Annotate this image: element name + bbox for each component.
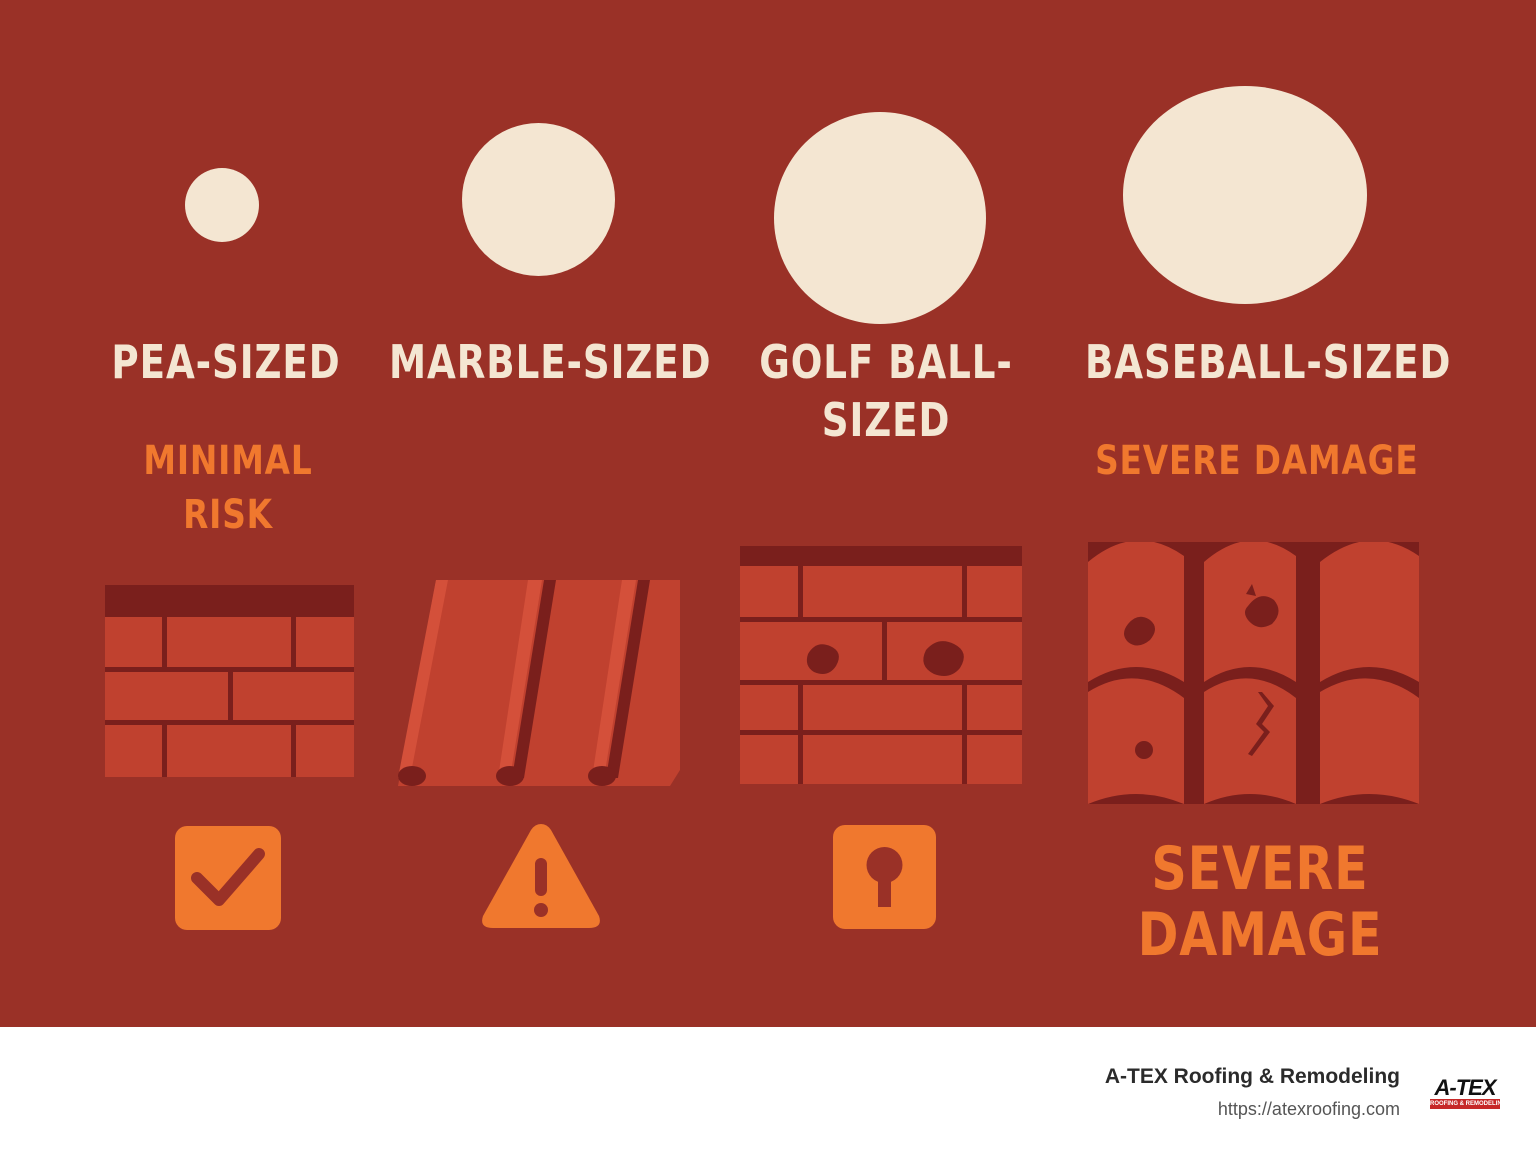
pea-hail-ball (185, 168, 259, 242)
severe-damage-bottom-label: SEVERE DAMAGE (1137, 834, 1383, 970)
logo-sub-text: ROOFING & REMODELING (1430, 1099, 1500, 1109)
marble-hail-ball (462, 123, 615, 276)
baseball-hail-ball (1123, 86, 1367, 304)
baseball-sized-label: BASEBALL-SIZED (1085, 335, 1452, 389)
company-name: A-TEX Roofing & Remodeling (1104, 1065, 1400, 1088)
cracked-tile-roof-illustration (1088, 542, 1419, 804)
footer: A-TEX Roofing & Remodeling https://atexr… (0, 1027, 1536, 1154)
logo-main-text: A-TEX (1434, 1075, 1497, 1100)
company-url[interactable]: https://atexroofing.com (1217, 1099, 1400, 1119)
warning-triangle-icon (482, 824, 600, 928)
checkmark-icon (175, 826, 281, 930)
marble-sized-label: MARBLE-SIZED (389, 335, 712, 389)
pea-sized-label: PEA-SIZED (111, 335, 341, 389)
metal-panel-roof-illustration (398, 580, 680, 786)
golf-ball-hail-ball (774, 112, 986, 324)
damaged-brick-roof-illustration (740, 546, 1022, 784)
atex-logo: A-TEX ROOFING & REMODELING (1430, 1075, 1500, 1117)
minimal-risk-label: MINIMAL RISK (143, 438, 313, 538)
brick-roof-illustration (105, 585, 354, 777)
severe-damage-top-label: SEVERE DAMAGE (1095, 438, 1419, 484)
golf-ball-sized-label: GOLF BALL- SIZED (759, 335, 1013, 447)
keyhole-icon (833, 825, 936, 929)
hail-size-infographic: PEA-SIZED MARBLE-SIZED GOLF BALL- SIZED … (0, 0, 1536, 1027)
